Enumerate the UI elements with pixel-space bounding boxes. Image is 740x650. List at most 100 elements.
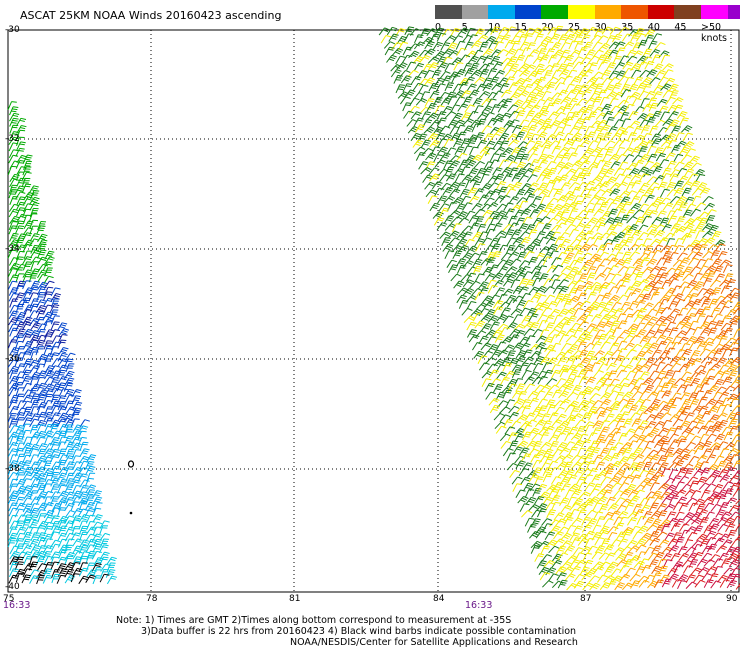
wind-barb <box>35 310 46 320</box>
wind-barb <box>571 84 583 94</box>
wind-barb <box>490 26 501 35</box>
wind-barb <box>628 251 640 260</box>
wind-barb <box>607 257 619 266</box>
wind-barb <box>549 440 559 450</box>
wind-barb <box>602 55 613 65</box>
wind-barb <box>706 566 718 574</box>
wind-barb <box>531 328 543 337</box>
wind-barb <box>539 26 550 35</box>
wind-barb <box>450 216 463 224</box>
wind-barb <box>531 187 543 196</box>
wind-barb <box>661 173 672 182</box>
wind-barb <box>643 169 654 178</box>
wind-barb <box>606 314 618 323</box>
wind-barb <box>630 33 640 42</box>
wind-barb <box>553 25 564 35</box>
wind-barb <box>475 243 486 252</box>
wind-barb <box>523 54 534 64</box>
wind-barb <box>659 574 670 584</box>
wind-barb <box>492 300 504 309</box>
wind-barb <box>495 425 507 434</box>
wind-barb <box>602 378 613 387</box>
wind-barb <box>567 343 579 352</box>
wind-barb <box>491 82 503 91</box>
wind-barb <box>569 559 580 568</box>
wind-barb <box>624 286 635 295</box>
wind-barb <box>65 441 75 451</box>
wind-barb <box>474 208 486 217</box>
wind-barb <box>559 476 571 485</box>
wind-barb <box>432 126 444 135</box>
wind-barb <box>634 461 645 471</box>
wind-barb <box>596 244 607 253</box>
wind-barb <box>595 196 607 205</box>
wind-barb <box>635 544 647 553</box>
wind-barb <box>672 293 684 302</box>
wind-barb <box>699 433 709 443</box>
wind-barb <box>560 42 571 51</box>
wind-barb <box>693 498 705 507</box>
wind-barb <box>597 363 609 372</box>
wind-barb <box>643 188 654 197</box>
wind-barb <box>701 298 711 308</box>
wind-barb <box>8 442 19 451</box>
wind-barb <box>434 50 446 59</box>
wind-barb <box>729 347 739 357</box>
wind-barb <box>584 208 595 218</box>
wind-barb <box>519 503 530 512</box>
wind-barb <box>601 103 612 112</box>
wind-barb <box>8 142 19 152</box>
wind-barb <box>462 231 473 240</box>
wind-barb <box>638 579 650 588</box>
wind-barb <box>593 153 604 163</box>
wind-barb <box>99 538 109 548</box>
wind-barb <box>614 62 626 70</box>
wind-barb <box>563 245 574 255</box>
wind-barb <box>530 244 541 254</box>
wind-barb <box>604 383 615 393</box>
wind-barb <box>511 390 523 399</box>
wind-barb <box>539 384 552 393</box>
wind-barb <box>634 188 646 197</box>
wind-barb <box>647 342 659 351</box>
wind-barb <box>645 116 656 126</box>
lon-label: 78 <box>146 594 158 604</box>
wind-barb <box>563 273 575 281</box>
wind-barb <box>490 104 501 113</box>
wind-barb <box>582 363 594 372</box>
wind-barb <box>570 76 581 85</box>
wind-barb <box>79 551 90 560</box>
wind-barb <box>468 89 480 98</box>
wind-barb <box>36 563 48 572</box>
wind-barb <box>515 489 526 499</box>
wind-barb <box>665 378 677 387</box>
wind-barb <box>489 133 501 142</box>
wind-barb <box>697 217 709 226</box>
wind-barb <box>577 182 588 190</box>
wind-barb <box>689 435 701 444</box>
wind-barb <box>594 537 605 546</box>
wind-barb <box>597 333 608 343</box>
wind-barb <box>717 523 729 532</box>
wind-barb <box>422 119 433 128</box>
wind-barb <box>564 223 576 232</box>
wind-barb <box>50 315 60 325</box>
wind-barb <box>592 96 602 106</box>
wind-barb <box>30 532 40 542</box>
wind-barb <box>661 419 672 429</box>
wind-barb <box>645 414 657 422</box>
wind-barb <box>29 418 40 428</box>
wind-barb <box>49 309 59 319</box>
wind-barb <box>705 209 717 218</box>
wind-barb <box>8 399 19 409</box>
wind-barb <box>571 137 582 147</box>
wind-barb <box>22 358 33 368</box>
wind-barb <box>690 511 703 520</box>
wind-barb <box>719 474 731 483</box>
wind-barb <box>434 77 445 87</box>
wind-barb <box>700 356 713 364</box>
wind-barb <box>480 182 492 191</box>
wind-barb <box>530 78 543 86</box>
wind-barb <box>649 502 659 512</box>
wind-barb <box>7 466 17 476</box>
